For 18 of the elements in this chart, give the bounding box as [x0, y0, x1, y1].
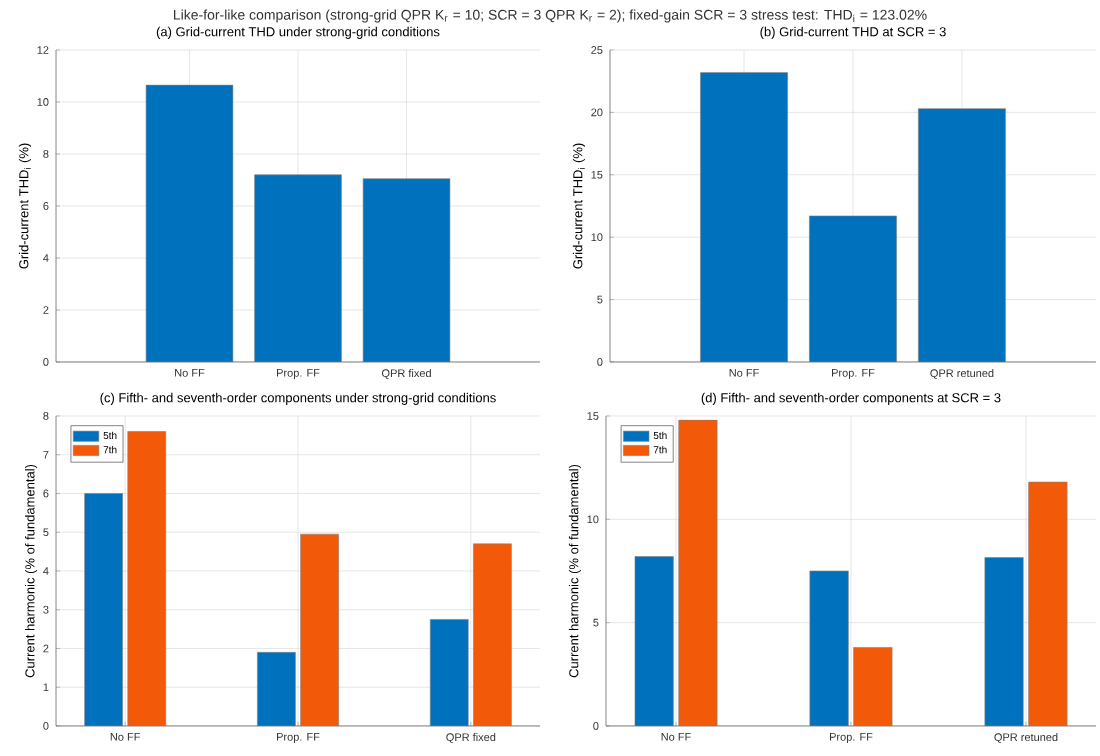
- bar: [429, 619, 469, 726]
- bar: [809, 570, 849, 726]
- bar: [1028, 481, 1068, 726]
- bar: [809, 215, 897, 362]
- bar: [634, 556, 674, 726]
- bar: [984, 557, 1024, 726]
- bar: [678, 419, 718, 726]
- bar: [362, 178, 451, 362]
- bar: [918, 108, 1006, 362]
- bar: [300, 533, 339, 726]
- bar: [145, 84, 234, 362]
- bar: [853, 647, 893, 726]
- bar: [84, 493, 123, 726]
- bar: [257, 652, 296, 726]
- bar: [254, 174, 342, 362]
- bar: [127, 431, 167, 726]
- bar: [700, 72, 788, 362]
- bar: [473, 543, 512, 726]
